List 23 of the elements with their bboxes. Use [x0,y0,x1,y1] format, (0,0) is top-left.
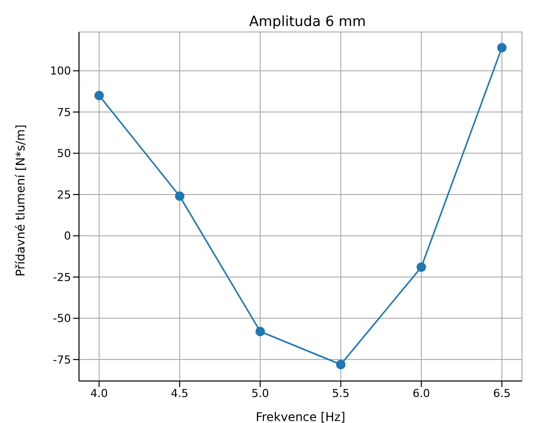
y-tick-label: -25 [53,270,71,284]
x-tick-label: 5.0 [251,386,269,400]
x-tick-label: 6.0 [412,386,430,400]
point [255,326,265,336]
y-tick-label: 100 [50,64,71,78]
x-axis-title: Frekvence [Hz] [256,410,346,423]
point [174,191,184,201]
point [94,90,104,100]
x-tick-label: 5.5 [332,386,350,400]
y-tick-label: 0 [64,230,71,243]
x-tick-label: 4.0 [90,386,108,400]
x-tick-label: 6.5 [493,386,511,400]
x-tick-label: 4.5 [170,386,188,400]
y-tick-label: 75 [57,106,71,119]
point [416,262,426,272]
y-tick-label: 25 [57,188,71,202]
y-tick-label: -50 [53,312,71,326]
y-tick-label: -75 [53,353,71,366]
y-axis-title: Přídavné tlumení [N*s/m] [13,124,28,276]
point [497,42,507,52]
chart-title: Amplituda 6 mm [248,14,367,30]
y-tick-label: 50 [57,147,71,160]
point [336,360,346,370]
